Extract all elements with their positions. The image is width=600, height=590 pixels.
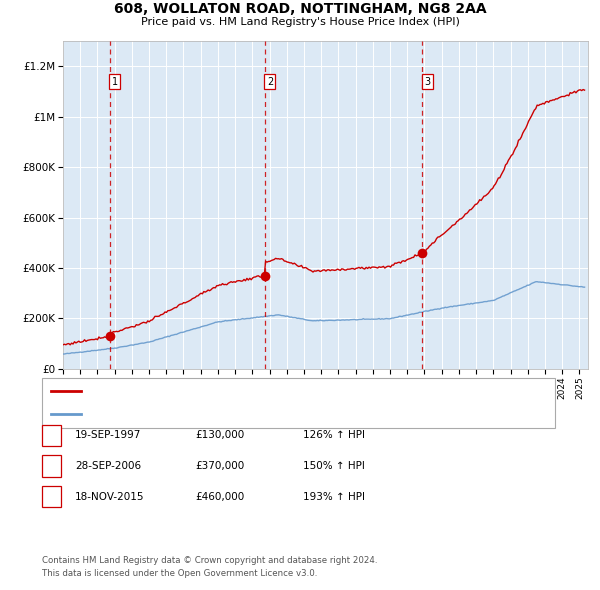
Text: £370,000: £370,000 — [195, 461, 244, 471]
Text: £130,000: £130,000 — [195, 431, 244, 440]
Text: 18-NOV-2015: 18-NOV-2015 — [75, 492, 145, 502]
Text: 126% ↑ HPI: 126% ↑ HPI — [303, 431, 365, 440]
Text: This data is licensed under the Open Government Licence v3.0.: This data is licensed under the Open Gov… — [42, 569, 317, 578]
Text: 2: 2 — [48, 461, 55, 471]
Text: Price paid vs. HM Land Registry's House Price Index (HPI): Price paid vs. HM Land Registry's House … — [140, 17, 460, 27]
Text: 1: 1 — [112, 77, 118, 87]
Text: 28-SEP-2006: 28-SEP-2006 — [75, 461, 141, 471]
Text: 608, WOLLATON ROAD, NOTTINGHAM, NG8 2AA (detached house): 608, WOLLATON ROAD, NOTTINGHAM, NG8 2AA … — [87, 386, 418, 396]
Text: 193% ↑ HPI: 193% ↑ HPI — [303, 492, 365, 502]
Text: 608, WOLLATON ROAD, NOTTINGHAM, NG8 2AA: 608, WOLLATON ROAD, NOTTINGHAM, NG8 2AA — [113, 2, 487, 16]
Text: £460,000: £460,000 — [195, 492, 244, 502]
Text: 1: 1 — [48, 431, 55, 440]
Text: 19-SEP-1997: 19-SEP-1997 — [75, 431, 142, 440]
Text: 3: 3 — [48, 492, 55, 502]
Text: 2: 2 — [267, 77, 273, 87]
Text: 150% ↑ HPI: 150% ↑ HPI — [303, 461, 365, 471]
Text: HPI: Average price, detached house, City of Nottingham: HPI: Average price, detached house, City… — [87, 409, 366, 419]
Text: 3: 3 — [424, 77, 430, 87]
Text: Contains HM Land Registry data © Crown copyright and database right 2024.: Contains HM Land Registry data © Crown c… — [42, 556, 377, 565]
